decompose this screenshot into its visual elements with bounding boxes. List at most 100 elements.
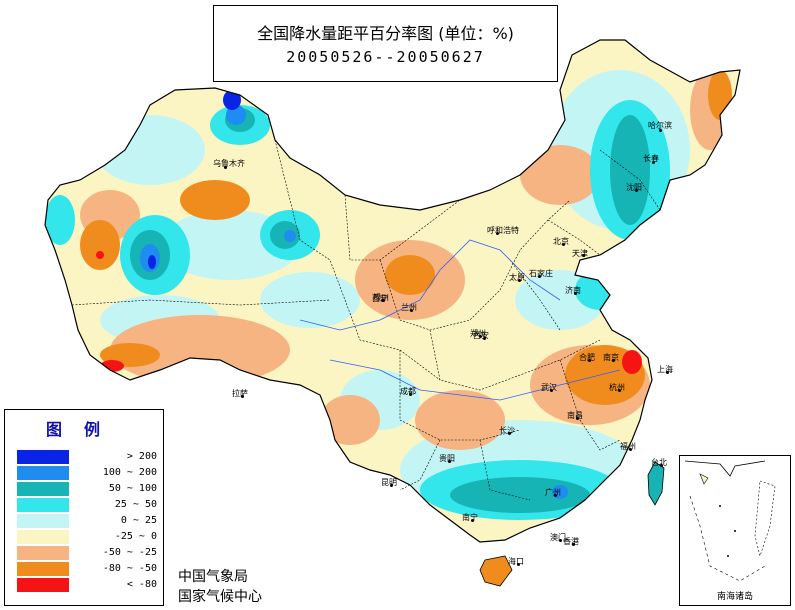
legend-label: -25 ~ 0	[114, 531, 157, 542]
city-marker	[390, 484, 393, 487]
city-label: 兰州	[401, 303, 417, 312]
city-marker	[224, 166, 227, 169]
city-marker	[517, 563, 520, 566]
city-marker	[538, 275, 541, 278]
legend-swatch	[17, 450, 69, 464]
city-marker	[550, 389, 553, 392]
legend-label: < -80	[126, 579, 157, 590]
city-label: 天津	[572, 249, 588, 258]
city-label: 呼和浩特	[487, 226, 519, 235]
city-marker	[508, 432, 511, 435]
city-marker	[572, 543, 575, 546]
city-label: 太原	[509, 273, 525, 282]
legend-swatch	[17, 530, 69, 544]
city-label: 武汉	[541, 383, 557, 392]
taiwan-island	[647, 461, 665, 506]
city-marker	[483, 337, 486, 340]
legend-swatch	[17, 498, 69, 512]
city-label: 北京	[553, 237, 569, 246]
city-label: 成都	[400, 387, 416, 396]
legend-swatch	[17, 482, 69, 496]
legend-label: 25 ~ 50	[114, 499, 157, 510]
legend-item: 0 ~ 25	[17, 514, 162, 528]
city-label: 西安	[473, 331, 489, 340]
legend: 图例 > 200 100 ~ 200 50 ~ 100 25 ~ 50 0 ~ 25 -2…	[4, 409, 164, 606]
city-marker	[448, 460, 451, 463]
legend-swatch	[17, 546, 69, 560]
legend-label: 50 ~ 100	[108, 483, 157, 494]
city-marker	[562, 243, 565, 246]
city-marker	[496, 232, 499, 235]
inset-label: 南海诸岛	[716, 592, 753, 602]
city-label: 福州	[620, 442, 636, 451]
city-marker	[629, 448, 632, 451]
legend-item: < -80	[17, 578, 162, 592]
city-marker	[660, 464, 663, 467]
title-box: 全国降水量距平百分率图 (单位：%) 20050526--20050627	[213, 5, 558, 82]
city-marker	[659, 129, 662, 132]
hainan-island	[479, 555, 513, 587]
city-label: 澳门	[550, 533, 566, 542]
city-label: 济南	[565, 286, 581, 295]
legend-label: 0 ~ 25	[120, 515, 157, 526]
city-label: 台北	[651, 458, 667, 467]
rivers	[299, 239, 621, 401]
legend-swatch	[17, 514, 69, 528]
city-label: 哈尔滨	[648, 121, 672, 130]
city-label: 南宁	[462, 513, 478, 522]
legend-label: > 200	[126, 451, 157, 462]
city-marker	[666, 371, 669, 374]
city-label: 郑州	[470, 329, 486, 338]
legend-item: 25 ~ 50	[17, 498, 162, 512]
south-china-sea-inset: 南海诸岛	[679, 455, 791, 606]
org-line-2: 国家气候中心	[178, 589, 262, 605]
city-marker	[554, 494, 557, 497]
legend-swatch	[17, 578, 69, 592]
city-label: 南昌	[567, 411, 583, 420]
city-marker	[635, 189, 638, 192]
city-label: 银川	[373, 293, 389, 302]
city-marker	[471, 519, 474, 522]
city-label: 沈阳	[626, 183, 642, 192]
city-marker	[612, 359, 615, 362]
city-marker	[241, 395, 244, 398]
city-label: 南京	[603, 353, 619, 362]
city-label: 长春	[643, 154, 659, 163]
city-marker	[409, 393, 412, 396]
city-label: 乌鲁木齐	[213, 159, 245, 168]
precipitation-zones	[45, 70, 732, 520]
legend-label: 100 ~ 200	[102, 467, 157, 478]
map-title: 全国降水量距平百分率图 (单位：%)	[257, 24, 514, 43]
city-label: 石家庄	[529, 269, 553, 278]
city-label: 昆明	[381, 478, 397, 487]
city-marker	[574, 292, 577, 295]
legend-title: 图例	[45, 420, 122, 439]
city-label: 合肥	[579, 353, 595, 362]
legend-label: -50 ~ -25	[102, 547, 157, 558]
city-label: 广州	[545, 488, 561, 497]
city-label: 拉萨	[232, 389, 248, 398]
legend-item: -80 ~ -50	[17, 562, 162, 576]
city-marker	[652, 161, 655, 164]
org-line-1: 中国气象局	[178, 569, 248, 585]
city-marker	[588, 359, 591, 362]
city-label: 杭州	[609, 383, 625, 392]
city-label: 上海	[657, 365, 673, 374]
province-boundaries	[71, 139, 661, 501]
legend-item: 50 ~ 100	[17, 482, 162, 496]
map-date-range: 20050526--20050627	[286, 48, 485, 66]
city-label: 香港	[563, 537, 579, 546]
legend-item: 100 ~ 200	[17, 466, 162, 480]
china-outline	[44, 39, 741, 543]
city-marker	[582, 254, 585, 257]
city-label: 长沙	[499, 426, 515, 435]
legend-item: -50 ~ -25	[17, 546, 162, 560]
city-marker	[518, 279, 521, 282]
city-label: 海口	[508, 557, 524, 566]
city-marker	[479, 335, 482, 338]
city-marker	[381, 299, 384, 302]
legend-item: -25 ~ 0	[17, 530, 162, 544]
legend-label: -80 ~ -50	[102, 563, 157, 574]
legend-item: > 200	[17, 450, 162, 464]
